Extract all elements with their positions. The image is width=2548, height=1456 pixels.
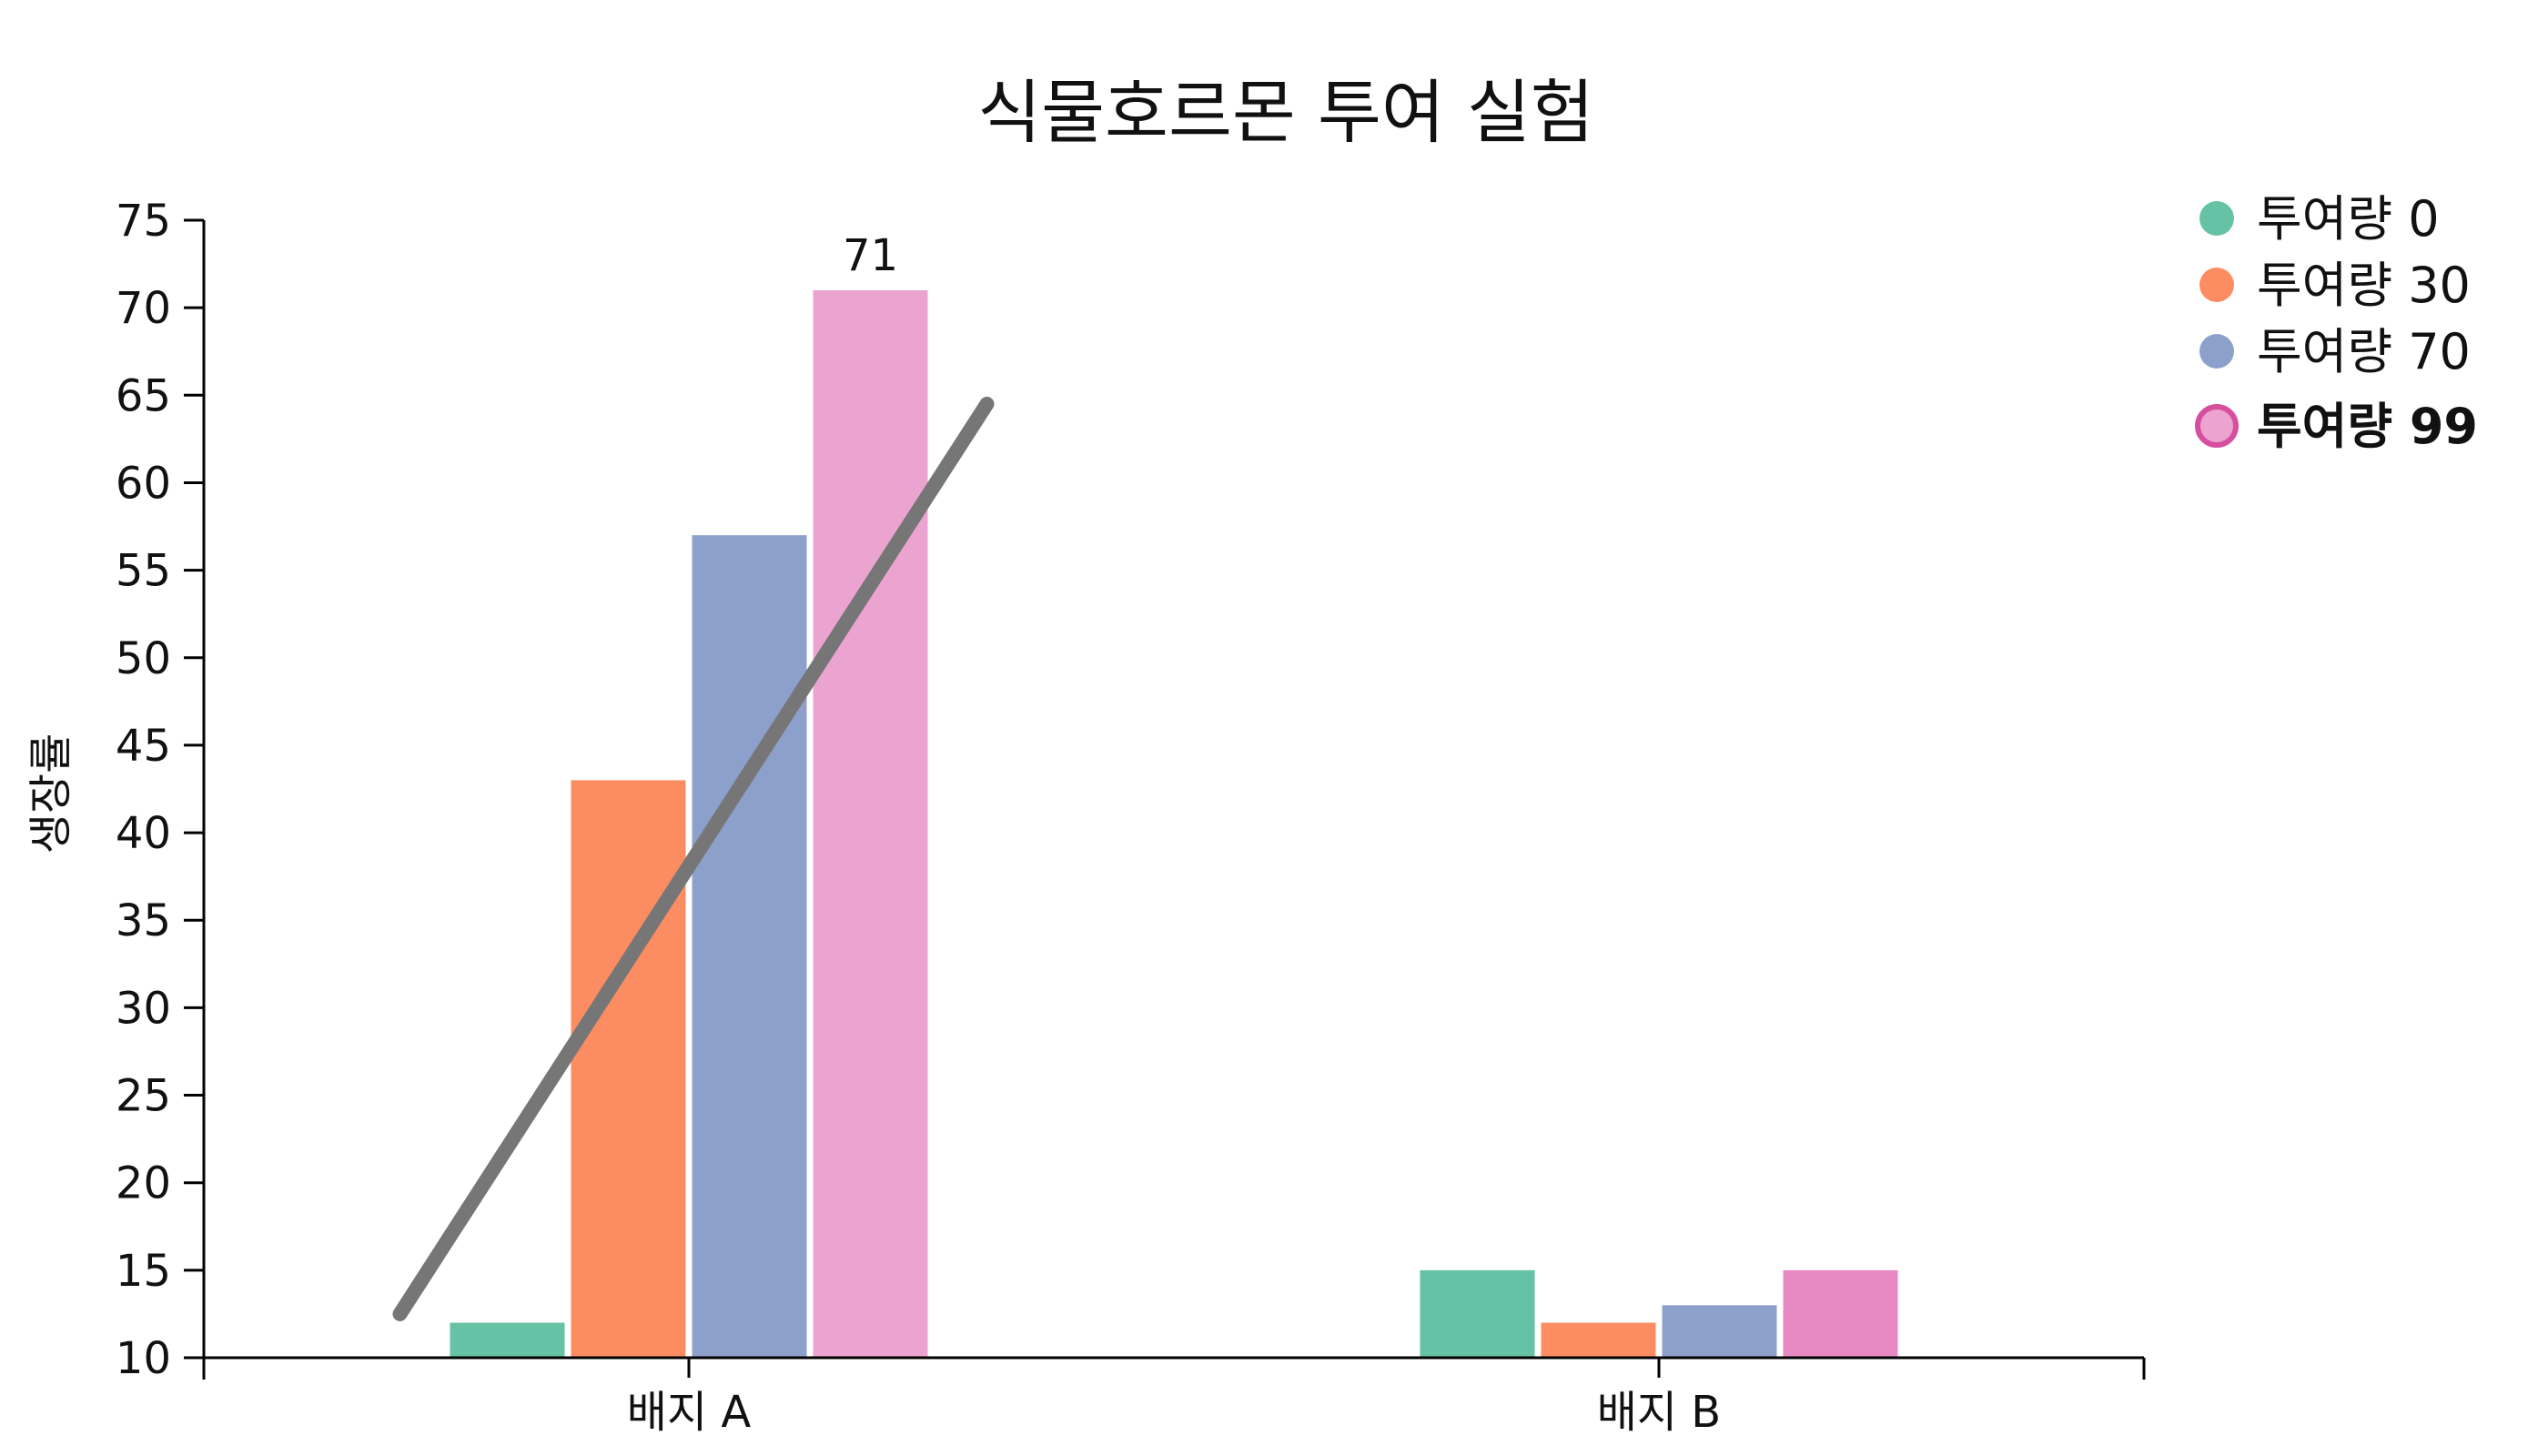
- legend-item-투여량-70[interactable]: 투여량 70: [2199, 323, 2471, 380]
- legend-swatch-투여량-30: [2199, 268, 2234, 302]
- legend-item-투여량-30[interactable]: 투여량 30: [2199, 257, 2471, 314]
- bar-투여량-70-cat1: [1662, 1305, 1777, 1358]
- bar-투여량-70-cat0: [692, 535, 807, 1358]
- y-tick-label-20: 20: [116, 1158, 171, 1209]
- legend-label-투여량-99: 투여량 99: [2257, 398, 2478, 455]
- y-axis-label: 생장률: [25, 733, 76, 854]
- x-tick-label-1: 배지 B: [1597, 1387, 1722, 1438]
- y-tick-label-10: 10: [116, 1333, 171, 1384]
- legend-swatch-투여량-0: [2199, 201, 2234, 236]
- legend-item-투여량-0[interactable]: 투여량 0: [2199, 190, 2440, 248]
- legend-label-투여량-30: 투여량 30: [2257, 257, 2471, 314]
- bar-투여량-99-cat0: [813, 289, 928, 1358]
- chart-title: 식물호르몬 투여 실험: [977, 72, 1594, 153]
- data-labels-layer: 71: [843, 230, 898, 281]
- bar-투여량-0-cat1: [1420, 1269, 1535, 1358]
- y-tick-label-75: 75: [116, 196, 171, 247]
- bar-투여량-0-cat0: [450, 1322, 565, 1358]
- y-tick-label-55: 55: [116, 546, 171, 597]
- y-tick-label-25: 25: [116, 1071, 171, 1122]
- x-tick-label-0: 배지 A: [627, 1387, 752, 1438]
- bar-투여량-30-cat0: [571, 780, 686, 1358]
- y-tick-label-45: 45: [116, 721, 171, 772]
- y-tick-label-70: 70: [116, 283, 171, 334]
- bar-투여량-30-cat1: [1541, 1322, 1656, 1358]
- y-tick-label-65: 65: [116, 370, 171, 421]
- legend-swatch-투여량-70: [2199, 334, 2234, 369]
- legend-label-투여량-0: 투여량 0: [2257, 190, 2440, 248]
- bar-투여량-99-cat1: [1783, 1269, 1898, 1358]
- y-tick-label-15: 15: [116, 1246, 171, 1297]
- trend-layer: [392, 396, 995, 1321]
- legend-label-투여량-70: 투여량 70: [2257, 323, 2471, 380]
- data-label-0: 71: [843, 230, 898, 281]
- legend-swatch-투여량-99: [2195, 404, 2239, 448]
- y-tick-label-30: 30: [116, 983, 171, 1034]
- y-tick-label-50: 50: [116, 633, 171, 684]
- trend-line: [392, 396, 995, 1321]
- y-tick-label-40: 40: [116, 808, 171, 859]
- bars-layer: [450, 289, 1898, 1358]
- y-tick-label-60: 60: [116, 458, 171, 509]
- y-tick-label-35: 35: [116, 895, 171, 946]
- axes-layer: 10 15 20 25 30 35 40 45 50 55 60 65 70 75 배지 A 배지 B: [116, 196, 2146, 1438]
- legend: 투여량 0 투여량 30 투여량 70 투여량 99: [2195, 190, 2478, 455]
- legend-item-투여량-99[interactable]: 투여량 99: [2195, 398, 2478, 455]
